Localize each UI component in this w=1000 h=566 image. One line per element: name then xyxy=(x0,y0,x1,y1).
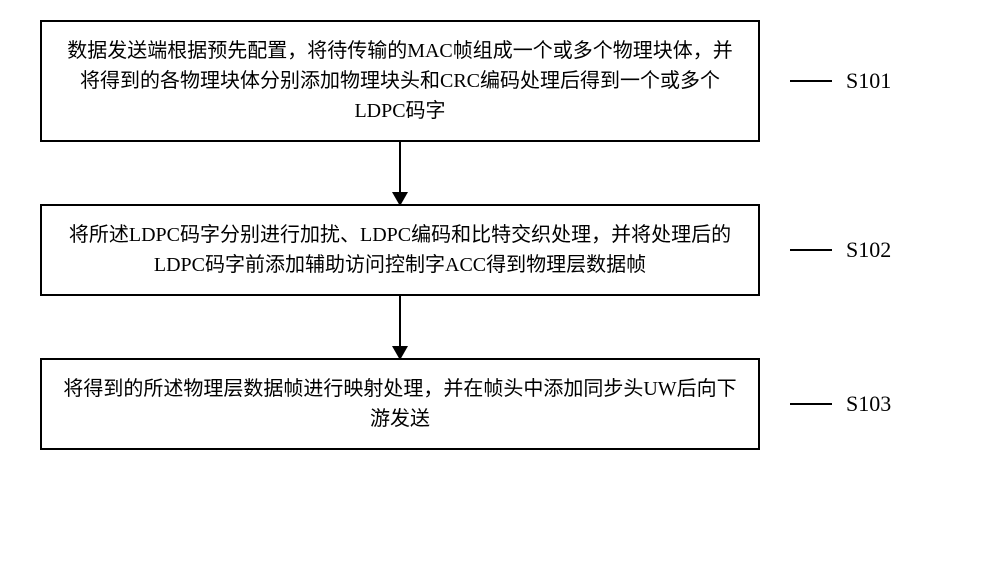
step-text-2: 将所述LDPC码字分别进行加扰、LDPC编码和比特交织处理，并将处理后的LDPC… xyxy=(69,224,731,276)
step-label-col-3: S103 xyxy=(790,391,891,417)
step-id-2: S102 xyxy=(846,237,891,263)
step-text-1: 数据发送端根据预先配置，将待传输的MAC帧组成一个或多个物理块体，并将得到的各物… xyxy=(67,40,733,122)
step-label-col-2: S102 xyxy=(790,237,891,263)
flowchart-container: 数据发送端根据预先配置，将待传输的MAC帧组成一个或多个物理块体，并将得到的各物… xyxy=(40,20,960,450)
tick-mark-3 xyxy=(790,403,832,405)
step-row-1: 数据发送端根据预先配置，将待传输的MAC帧组成一个或多个物理块体，并将得到的各物… xyxy=(40,20,960,142)
step-box-2: 将所述LDPC码字分别进行加扰、LDPC编码和比特交织处理，并将处理后的LDPC… xyxy=(40,204,760,296)
step-box-3: 将得到的所述物理层数据帧进行映射处理，并在帧头中添加同步头UW后向下游发送 xyxy=(40,358,760,450)
tick-mark-1 xyxy=(790,80,832,82)
step-id-3: S103 xyxy=(846,391,891,417)
step-id-1: S101 xyxy=(846,68,891,94)
step-row-2: 将所述LDPC码字分别进行加扰、LDPC编码和比特交织处理，并将处理后的LDPC… xyxy=(40,204,960,296)
step-label-col-1: S101 xyxy=(790,68,891,94)
arrow-line-1 xyxy=(399,142,401,194)
tick-mark-2 xyxy=(790,249,832,251)
step-row-3: 将得到的所述物理层数据帧进行映射处理，并在帧头中添加同步头UW后向下游发送 S1… xyxy=(40,358,960,450)
arrow-1 xyxy=(40,142,760,204)
step-text-3: 将得到的所述物理层数据帧进行映射处理，并在帧头中添加同步头UW后向下游发送 xyxy=(63,378,736,430)
arrow-2 xyxy=(40,296,760,358)
step-box-1: 数据发送端根据预先配置，将待传输的MAC帧组成一个或多个物理块体，并将得到的各物… xyxy=(40,20,760,142)
arrow-line-2 xyxy=(399,296,401,348)
